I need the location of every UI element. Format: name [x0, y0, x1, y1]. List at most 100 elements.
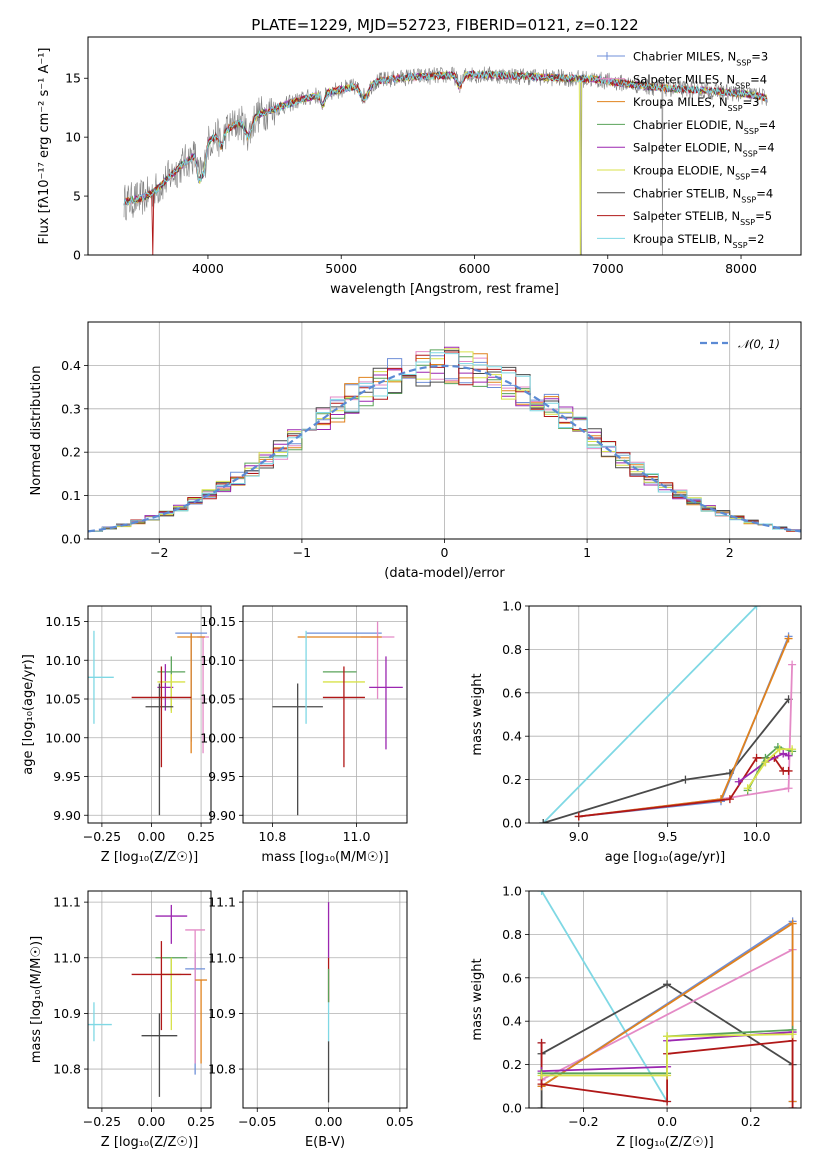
weight-line-0: [540, 891, 668, 1102]
age-vs-z-xlabel: Z [log₁₀(Z/Z☉)]: [101, 850, 198, 865]
errorbar-point: [185, 929, 206, 1064]
y-tick-label: 10.9: [208, 1006, 236, 1021]
mass-weight-vs-age-xlabel: age [log₁₀(age/yr)]: [605, 850, 726, 865]
y-tick-label: 9.90: [208, 808, 236, 823]
weight-line-4: [578, 638, 790, 818]
histogram-series-8: [88, 352, 801, 532]
spectrum-frame: [87, 36, 802, 256]
spectrum-data: [123, 66, 768, 255]
errorbar-point: [131, 666, 192, 768]
weight-marker: [784, 634, 793, 643]
mass-weight-vs-z-plot-area: [537, 891, 797, 1108]
y-tick-label: 0: [73, 248, 81, 263]
y-tick-label: 0.1: [61, 488, 81, 503]
legend-label: 𝒩(0, 1): [738, 337, 780, 351]
weight-marker: [537, 1080, 546, 1089]
x-tick-label: 8000: [725, 261, 757, 276]
y-tick-label: 9.95: [53, 769, 81, 784]
y-tick-label: 10.05: [45, 692, 81, 707]
legend-label: Kroupa MILES, NSSP=3: [633, 95, 759, 113]
legend-marker: [603, 74, 611, 83]
x-tick-label: 0: [441, 545, 449, 560]
y-tick-label: 0.6: [502, 685, 522, 700]
normal-curve: [88, 364, 801, 533]
errorbar-point: [195, 979, 208, 1064]
mass-weight-vs-age-frame: [528, 605, 802, 824]
weight-marker: [752, 753, 761, 762]
x-tick-label: 5000: [325, 261, 357, 276]
age-vs-mass-frame: [242, 605, 408, 824]
mass-weight-vs-z-panel: −0.2 0.0 0.2 0.0 0.2 0.4 0.6 0.8 1.0 Z [log₁₀(Z/Z…: [470, 884, 802, 1150]
age-vs-z-grid: [88, 606, 211, 823]
weight-marker: [537, 1071, 546, 1080]
x-tick-label: −2: [150, 545, 168, 560]
age-vs-z-ylabel: age [log₁₀(age/yr)]: [21, 654, 36, 775]
y-tick-label: 0.6: [502, 970, 522, 985]
x-tick-label: 0.00: [138, 829, 166, 844]
mass-vs-z-xlabel: Z [log₁₀(Z/Z☉)]: [101, 1135, 198, 1150]
weight-line-6: [738, 752, 789, 783]
x-tick-label: 9.5: [658, 829, 678, 844]
weight-marker: [537, 1038, 546, 1047]
x-tick-label: 0.25: [187, 1114, 215, 1129]
y-tick-label: 0.2: [502, 772, 522, 787]
weight-marker: [784, 766, 793, 775]
weight-line-8: [746, 748, 793, 789]
errorbar-point: [141, 1013, 178, 1097]
weight-marker: [663, 1032, 672, 1041]
weight-marker: [788, 745, 797, 754]
y-tick-label: 11.1: [208, 895, 236, 910]
x-tick-label: −0.2: [568, 1114, 598, 1129]
residual-hist-ylabel: Normed distribution: [29, 366, 44, 496]
weight-marker: [775, 745, 784, 754]
mass-vs-ebv-xlabel: E(B-V): [305, 1135, 345, 1150]
x-tick-label: 0.00: [315, 1114, 343, 1129]
x-tick-label: 0.0: [657, 1114, 677, 1129]
histogram-series-7: [88, 351, 801, 532]
x-tick-label: 1: [583, 545, 591, 560]
x-tick-label: 7000: [592, 261, 624, 276]
residual-hist-frame: [87, 321, 802, 540]
mass-weight-vs-age-plot-area: [539, 606, 797, 823]
y-tick-label: 0.4: [502, 1014, 522, 1029]
age-vs-mass-plot-area: [272, 621, 403, 816]
figure-title: PLATE=1229, MJD=52723, FIBERID=0121, z=0…: [251, 16, 638, 34]
age-vs-mass-xlabel: mass [log₁₀(M/M☉)]: [261, 850, 388, 865]
weight-marker: [761, 758, 770, 767]
weight-marker: [784, 751, 793, 760]
x-tick-label: −0.25: [83, 1114, 121, 1129]
age-vs-z-panel: −0.25 0.00 0.25 9.90 9.95 10.00 10.05 10.10 10.1…: [21, 605, 215, 865]
y-tick-label: 0.0: [61, 532, 81, 547]
y-tick-label: 0.2: [61, 445, 81, 460]
weight-marker: [537, 1104, 546, 1108]
histogram-legend: 𝒩(0, 1): [700, 337, 780, 351]
x-tick-label: −0.25: [83, 829, 121, 844]
weight-marker: [663, 980, 672, 989]
errorbar-point: [88, 630, 114, 724]
legend-label: Chabrier STELIB, NSSP=4: [633, 186, 773, 204]
weight-line-1: [542, 698, 790, 823]
y-tick-label: 11.1: [53, 895, 81, 910]
mass-weight-vs-z-frame: [528, 890, 802, 1109]
mass-vs-z-frame: [87, 890, 212, 1109]
legend-label: Salpeter ELODIE, NSSP=4: [633, 141, 775, 159]
y-tick-label: 0.2: [502, 1057, 522, 1072]
mass-vs-ebv-grid: [243, 891, 407, 1108]
weight-marker: [539, 819, 548, 823]
spectrum-xlabel: wavelength [Angstrom, rest frame]: [330, 282, 559, 297]
weight-marker: [574, 812, 583, 821]
weight-line-2: [578, 664, 793, 818]
y-tick-label: 9.90: [53, 808, 81, 823]
residual-hist-panel: −2 −1 0 1 2 0.0 0.1 0.2 0.3 0.4 (data-model)/error…: [29, 321, 802, 581]
weight-marker: [784, 784, 793, 793]
y-tick-label: 10.8: [208, 1062, 236, 1077]
errorbar-point: [161, 957, 182, 1031]
y-tick-label: 5: [73, 189, 81, 204]
mass-vs-z-grid: [88, 891, 211, 1108]
x-tick-label: 0.2: [741, 1114, 761, 1129]
y-tick-label: 0.0: [502, 1101, 522, 1116]
weight-line-8: [541, 1033, 793, 1077]
weight-marker: [663, 1071, 672, 1080]
age-vs-mass-grid: [243, 606, 407, 823]
